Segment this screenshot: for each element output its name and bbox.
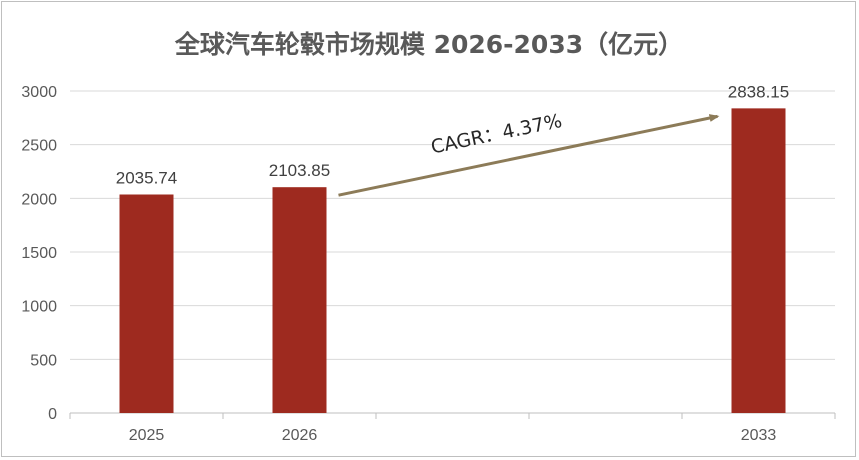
x-tick-label: 2026 [282, 427, 318, 444]
y-tick-label: 1000 [21, 299, 57, 316]
bar-2026 [272, 187, 327, 413]
bars [119, 108, 786, 414]
y-tick-label: 2000 [21, 191, 57, 208]
data-label-2026: 2103.85 [269, 161, 330, 180]
data-label-2033: 2838.15 [728, 82, 789, 101]
gridlines [70, 90, 835, 360]
data-label-2025: 2035.74 [116, 168, 177, 187]
cagr-annotation: CAGR：4.37% [338, 110, 720, 197]
y-tick-label: 1500 [21, 245, 57, 262]
y-tick-label: 2500 [21, 138, 57, 155]
x-axis: 2025 2026 2033 [69, 412, 836, 444]
cagr-arrow [338, 114, 720, 197]
y-axis: 0 500 1000 1500 2000 2500 3000 [21, 84, 57, 423]
chart-title: 全球汽车轮毂市场规模 2026-2033（亿元） [174, 30, 683, 59]
y-tick-label: 500 [30, 352, 57, 369]
data-labels: 2035.74 2103.85 2838.15 [116, 82, 789, 187]
y-tick-label: 3000 [21, 84, 57, 101]
x-tick-label: 2033 [741, 427, 777, 444]
y-tick-label: 0 [48, 406, 57, 423]
bar-2025 [119, 194, 174, 413]
x-tick-label: 2025 [129, 427, 165, 444]
bar-2033 [731, 108, 786, 414]
